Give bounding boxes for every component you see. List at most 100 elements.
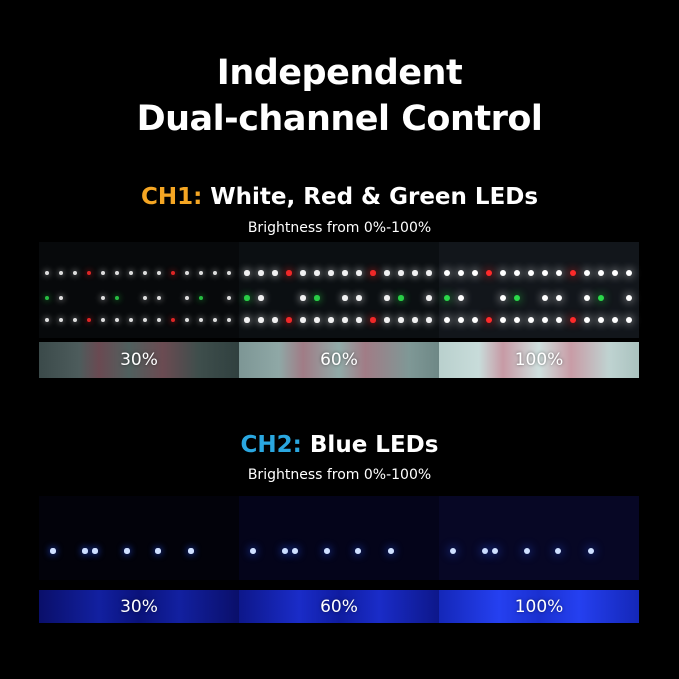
ch1-subtitle: Brightness from 0%-100% (247, 220, 432, 236)
led (86, 270, 92, 276)
led (212, 270, 218, 276)
blue-led (324, 548, 330, 554)
ch2-subtitle: Brightness from 0%-100% (247, 467, 432, 483)
led (626, 317, 632, 323)
blue-led (50, 548, 56, 554)
led (528, 270, 534, 276)
led (170, 270, 176, 276)
blue-led (555, 548, 561, 554)
led (514, 317, 520, 323)
led (384, 317, 390, 323)
led (328, 270, 334, 276)
led (356, 295, 362, 301)
ch2-brightness-label: 30% (39, 590, 239, 623)
blue-led (155, 548, 161, 554)
ch2-led-strip-100% (439, 496, 639, 580)
led (286, 317, 292, 323)
ch1-led-strip-30% (39, 242, 239, 338)
title-line-2: Dual-channel Control (136, 99, 543, 139)
led (412, 317, 418, 323)
led (342, 295, 348, 301)
led (500, 317, 506, 323)
ch1-heading: CH1: White, Red & Green LEDs (0, 184, 679, 210)
led (156, 295, 162, 301)
led (472, 317, 478, 323)
led (514, 295, 520, 301)
led (184, 317, 190, 323)
led (100, 317, 106, 323)
led (314, 317, 320, 323)
led (500, 270, 506, 276)
led (72, 270, 78, 276)
led (384, 295, 390, 301)
led (472, 270, 478, 276)
led (584, 295, 590, 301)
led (412, 270, 418, 276)
led (556, 270, 562, 276)
led (142, 317, 148, 323)
led (458, 317, 464, 323)
led (570, 270, 576, 276)
led (58, 317, 64, 323)
led (226, 317, 232, 323)
led (244, 317, 250, 323)
blue-led (482, 548, 488, 554)
led (370, 270, 376, 276)
ch1-brightness-label: 60% (239, 342, 439, 378)
led (244, 270, 250, 276)
blue-led (450, 548, 456, 554)
led (114, 317, 120, 323)
blue-led (388, 548, 394, 554)
ch1-led-strip-100% (439, 242, 639, 338)
led (584, 317, 590, 323)
led (556, 295, 562, 301)
led (370, 317, 376, 323)
led (100, 295, 106, 301)
led (44, 295, 50, 301)
led (398, 317, 404, 323)
blue-led (292, 548, 298, 554)
led (342, 317, 348, 323)
led (198, 295, 204, 301)
blue-led (250, 548, 256, 554)
led (584, 270, 590, 276)
led (314, 270, 320, 276)
blue-led (82, 548, 88, 554)
led (398, 295, 404, 301)
led (72, 317, 78, 323)
ch1-prefix: CH1: (140, 184, 203, 210)
ch2-brightness-label: 100% (439, 590, 639, 623)
led (626, 295, 632, 301)
led (184, 295, 190, 301)
led (626, 270, 632, 276)
led (486, 270, 492, 276)
led (142, 295, 148, 301)
blue-led (588, 548, 594, 554)
led (556, 317, 562, 323)
led (258, 270, 264, 276)
led (342, 270, 348, 276)
led (44, 270, 50, 276)
led (156, 317, 162, 323)
led (444, 270, 450, 276)
title-line-1: Independent (216, 53, 463, 93)
ch1-brightness-label: 30% (39, 342, 239, 378)
led (300, 270, 306, 276)
led (258, 317, 264, 323)
blue-led (492, 548, 498, 554)
led (226, 295, 232, 301)
led (100, 270, 106, 276)
ch1-label: White, Red & Green LEDs (210, 184, 539, 210)
ch2-heading: CH2: Blue LEDs (0, 432, 679, 458)
ch2-brightness-label: 60% (239, 590, 439, 623)
led (142, 270, 148, 276)
ch2-led-strip-30% (39, 496, 239, 580)
led (612, 317, 618, 323)
led (486, 317, 492, 323)
blue-led (92, 548, 98, 554)
led (198, 270, 204, 276)
blue-led (124, 548, 130, 554)
led (542, 317, 548, 323)
blue-led (188, 548, 194, 554)
led (426, 317, 432, 323)
